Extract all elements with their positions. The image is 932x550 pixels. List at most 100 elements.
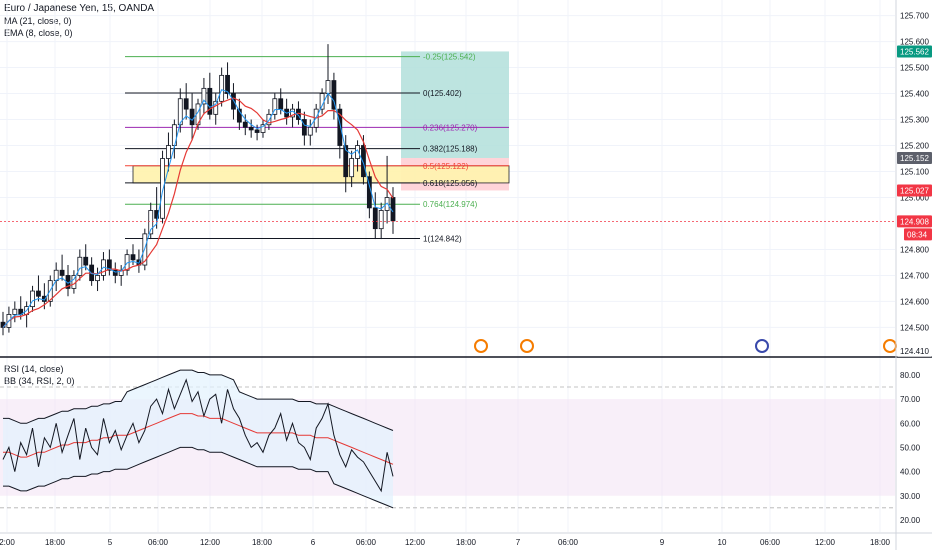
candle-body bbox=[301, 119, 307, 136]
candle-body bbox=[183, 98, 189, 110]
price-tick-label: 125.000 bbox=[900, 193, 929, 202]
price-tick-label: 125.200 bbox=[900, 142, 929, 151]
price-tick-label: 125.700 bbox=[900, 12, 929, 21]
ma-indicator-label[interactable]: MA (21, close, 0) bbox=[4, 16, 72, 26]
time-tick-label: 06:00 bbox=[148, 538, 169, 547]
event-markers bbox=[474, 339, 897, 353]
candle-body bbox=[349, 158, 355, 178]
candle-body bbox=[83, 256, 89, 266]
event-marker-icon bbox=[520, 339, 534, 353]
fib-level-label: 0.764(124.974) bbox=[423, 200, 478, 209]
candle-body bbox=[236, 108, 242, 123]
bb-fill bbox=[3, 370, 393, 508]
event-marker-icon bbox=[474, 339, 488, 353]
fib-level-label: 1(124.842) bbox=[423, 235, 462, 244]
fib-level-label: 0.618(125.056) bbox=[423, 179, 478, 188]
ema-line bbox=[2, 89, 394, 328]
fib-level-label: -0.25(125.542) bbox=[423, 53, 476, 62]
candle-body bbox=[30, 290, 35, 308]
candle-body bbox=[36, 290, 41, 297]
rsi-tick-label: 70.00 bbox=[900, 395, 921, 404]
fib-level-label: 0(125.402) bbox=[423, 89, 462, 98]
price-label-box bbox=[897, 45, 932, 58]
time-tick-label: 06:00 bbox=[356, 538, 377, 547]
candle-body bbox=[118, 269, 124, 276]
rsi-line bbox=[2, 378, 394, 493]
price-label-box bbox=[897, 344, 932, 357]
price-label-box bbox=[897, 184, 932, 197]
candle-body bbox=[378, 210, 384, 230]
time-tick-label: 06:00 bbox=[558, 538, 579, 547]
candle-body bbox=[307, 126, 313, 136]
price-tick-label: 124.700 bbox=[900, 271, 929, 280]
candle-body bbox=[12, 308, 18, 315]
candle-body bbox=[95, 275, 100, 282]
candle-body bbox=[207, 87, 213, 115]
candle-body bbox=[272, 98, 278, 115]
rsi-tick-label: 50.00 bbox=[900, 443, 921, 452]
ema-indicator-label[interactable]: EMA (8, close, 0) bbox=[4, 28, 73, 38]
candle-body bbox=[337, 108, 343, 146]
time-tick-label: 18:00 bbox=[45, 538, 66, 547]
candle-body bbox=[325, 80, 331, 94]
position-profit-zone bbox=[401, 51, 509, 158]
time-tick-label: 12:00 bbox=[200, 538, 221, 547]
price-tick-label: 124.500 bbox=[900, 323, 929, 332]
candle-body bbox=[331, 80, 337, 110]
candle-body bbox=[278, 98, 284, 110]
time-tick-label: 9 bbox=[660, 538, 665, 547]
candle-body bbox=[254, 129, 260, 133]
candle-body bbox=[372, 207, 378, 230]
event-marker-icon bbox=[883, 339, 897, 353]
time-tick-label: 18:00 bbox=[870, 538, 891, 547]
price-label: 124.908 bbox=[900, 217, 929, 226]
candle-body bbox=[213, 100, 219, 115]
time-tick-label: 7 bbox=[516, 538, 521, 547]
candle-body bbox=[112, 269, 118, 276]
time-tick-label: 06:00 bbox=[760, 538, 781, 547]
candle-body bbox=[361, 145, 366, 178]
chart-legend: Euro / Japanese Yen, 15, OANDA MA (21, c… bbox=[4, 3, 154, 39]
time-tick-label: 12:00 bbox=[815, 538, 836, 547]
event-marker-icon bbox=[755, 339, 769, 353]
candle-body bbox=[106, 259, 112, 271]
candle-body bbox=[242, 121, 248, 128]
time-tick-label: 6 bbox=[311, 538, 316, 547]
price-label: 124.410 bbox=[900, 347, 929, 356]
candle-body bbox=[319, 93, 325, 110]
candle-body bbox=[225, 74, 230, 94]
candle-body bbox=[343, 145, 349, 178]
rsi-tick-label: 30.00 bbox=[900, 492, 921, 501]
price-tick-label: 125.600 bbox=[900, 38, 929, 47]
candle-body bbox=[219, 74, 225, 102]
price-tick-label: 125.100 bbox=[900, 168, 929, 177]
candle-body bbox=[260, 124, 266, 133]
fib-level-label: 0.382(125.188) bbox=[423, 145, 478, 154]
price-axis: 125.700 125.600 125.500 125.400 125.300 125.2… bbox=[895, 0, 932, 550]
price-label: 125.152 bbox=[900, 154, 929, 163]
rsi-tick-label: 40.00 bbox=[900, 468, 921, 477]
candle-body bbox=[355, 145, 360, 159]
candle-body bbox=[59, 269, 65, 276]
rsi-tick-label: 20.00 bbox=[900, 516, 921, 525]
rsi-tick-label: 80.00 bbox=[900, 371, 921, 380]
time-tick-label: 18:00 bbox=[456, 538, 477, 547]
time-tick-label: 10 bbox=[718, 538, 727, 547]
chart-title: Euro / Japanese Yen, 15, OANDA bbox=[4, 3, 155, 14]
bb-indicator-label[interactable]: BB (34, RSI, 2, 0) bbox=[4, 376, 75, 386]
price-tick-label: 124.600 bbox=[900, 297, 929, 306]
candle-body bbox=[53, 269, 59, 282]
price-label: 125.562 bbox=[900, 47, 929, 56]
bb-basis-line bbox=[3, 413, 394, 465]
countdown-box bbox=[904, 228, 932, 241]
rsi-indicator-label[interactable]: RSI (14, close) bbox=[4, 364, 64, 374]
candle-body bbox=[130, 254, 136, 261]
countdown-label: 08:34 bbox=[907, 230, 928, 239]
price-tick-label: 125.300 bbox=[900, 116, 929, 125]
candle-body bbox=[201, 87, 207, 105]
time-tick-label: 18:00 bbox=[252, 538, 273, 547]
candles bbox=[0, 44, 396, 336]
candle-body bbox=[248, 126, 254, 131]
rsi-tick-label: 60.00 bbox=[900, 419, 921, 428]
